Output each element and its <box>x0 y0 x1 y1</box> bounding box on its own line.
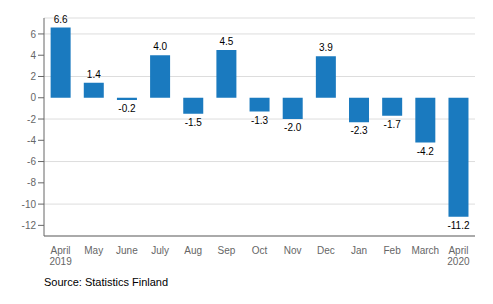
svg-text:April2020: April2020 <box>447 245 470 267</box>
svg-text:Feb: Feb <box>383 245 401 256</box>
svg-text:0: 0 <box>30 92 36 103</box>
svg-text:1.4: 1.4 <box>87 69 101 80</box>
svg-text:Dec: Dec <box>317 245 335 256</box>
svg-text:June: June <box>116 245 138 256</box>
svg-text:2: 2 <box>30 71 36 82</box>
svg-text:July: July <box>151 245 169 256</box>
svg-text:May: May <box>84 245 103 256</box>
svg-text:4: 4 <box>30 50 36 61</box>
svg-text:6.6: 6.6 <box>54 14 68 25</box>
svg-text:Jan: Jan <box>351 245 367 256</box>
svg-text:April2019: April2019 <box>49 245 72 267</box>
svg-text:Sep: Sep <box>217 245 235 256</box>
svg-text:4.5: 4.5 <box>219 36 233 47</box>
svg-text:-4: -4 <box>27 135 36 146</box>
svg-text:Aug: Aug <box>184 245 202 256</box>
svg-text:-2.0: -2.0 <box>284 122 302 133</box>
svg-text:-1.3: -1.3 <box>251 115 269 126</box>
svg-text:3.9: 3.9 <box>319 42 333 53</box>
svg-text:-1.7: -1.7 <box>384 119 402 130</box>
svg-text:-11.2: -11.2 <box>447 220 469 231</box>
svg-text:-8: -8 <box>27 177 36 188</box>
svg-text:-4.2: -4.2 <box>417 146 435 157</box>
svg-text:Nov: Nov <box>284 245 302 256</box>
svg-text:-1.5: -1.5 <box>185 117 203 128</box>
svg-text:-0.2: -0.2 <box>118 103 136 114</box>
svg-text:Oct: Oct <box>252 245 268 256</box>
svg-text:4.0: 4.0 <box>153 41 167 52</box>
svg-text:-2.3: -2.3 <box>350 125 368 136</box>
svg-text:-2: -2 <box>27 114 36 125</box>
html-text:Source: Statistics Finland: Source: Statistics Finland <box>44 276 169 288</box>
svg-text:-10: -10 <box>22 199 37 210</box>
svg-text:March: March <box>411 245 439 256</box>
svg-text:-12: -12 <box>22 220 37 231</box>
svg-text:-6: -6 <box>27 156 36 167</box>
svg-text:6: 6 <box>30 29 36 40</box>
